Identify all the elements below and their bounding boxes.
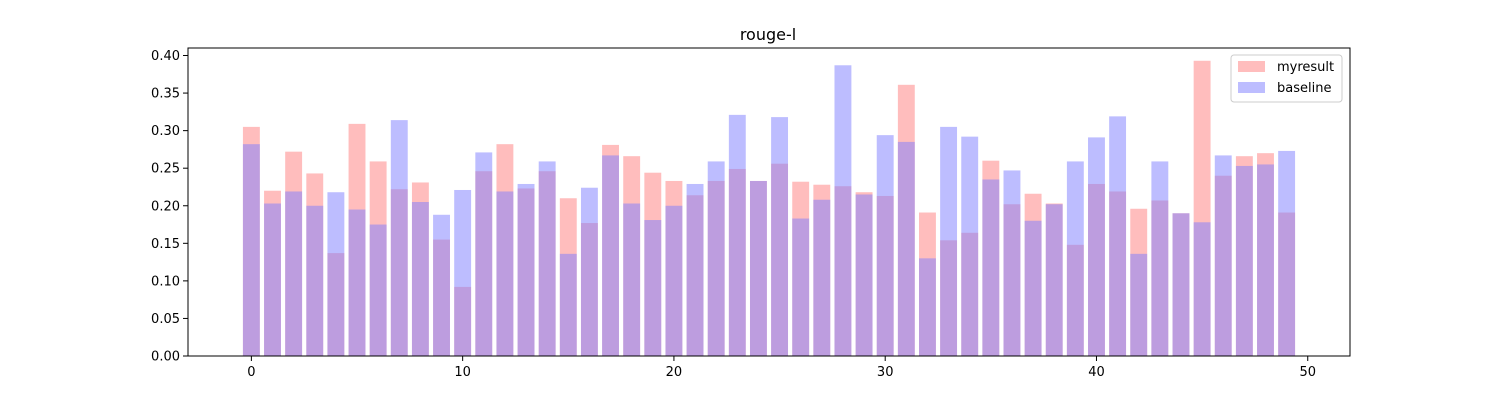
bar-baseline-27 <box>813 199 831 356</box>
y-axis: 0.00 0.05 0.10 0.15 0.20 0.25 0.30 0.35 0.40 <box>151 49 188 365</box>
bar-baseline-23 <box>728 114 746 356</box>
bar-baseline-34 <box>961 136 979 356</box>
bar-baseline-6 <box>369 224 387 356</box>
bar-baseline-30 <box>876 135 894 356</box>
bar-baseline-14 <box>538 161 556 356</box>
y-tick-label-0.15: 0.15 <box>151 237 180 252</box>
bar-baseline-24 <box>749 180 767 356</box>
bar-baseline-20 <box>665 205 683 356</box>
bar-baseline-49 <box>1278 150 1296 356</box>
bar-baseline-13 <box>517 183 535 356</box>
bar-baseline-36 <box>1003 170 1021 356</box>
bar-baseline-19 <box>644 220 662 356</box>
bar-baseline-37 <box>1024 220 1042 356</box>
bar-baseline-3 <box>306 205 324 356</box>
bar-baseline-26 <box>792 218 810 356</box>
bar-baseline-8 <box>411 202 429 356</box>
bar-baseline-11 <box>475 152 493 356</box>
y-tick-label-0.25: 0.25 <box>151 162 180 177</box>
plot-frame <box>187 47 1351 357</box>
y-tick-label-0.35: 0.35 <box>151 87 180 102</box>
bar-baseline-47 <box>1235 165 1253 356</box>
bar-baseline-9 <box>433 214 450 356</box>
legend-label-baseline: baseline <box>1277 81 1331 96</box>
bar-baseline-22 <box>707 161 725 356</box>
bar-baseline-21 <box>686 183 704 356</box>
x-tick-label-30: 30 <box>877 365 894 380</box>
bar-baseline-18 <box>623 203 641 356</box>
bar-baseline-16 <box>580 187 598 356</box>
bar-baseline-38 <box>1045 204 1063 356</box>
y-tick-label-0.00: 0.00 <box>151 350 180 365</box>
y-tick-label-0.20: 0.20 <box>151 199 180 214</box>
bar-baseline-2 <box>285 191 303 356</box>
bar-baseline-0 <box>242 144 260 356</box>
bar-baseline-15 <box>559 253 577 356</box>
bar-baseline-42 <box>1130 253 1148 356</box>
bar-baseline-33 <box>940 126 958 356</box>
bar-baseline-28 <box>834 65 852 356</box>
bar-baseline-7 <box>390 120 408 357</box>
bar-baseline-48 <box>1257 164 1274 356</box>
bar-baseline-5 <box>348 209 366 356</box>
bar-baseline-4 <box>327 192 345 356</box>
bar-baseline-17 <box>602 155 619 356</box>
bar-baseline-43 <box>1151 161 1169 356</box>
bar-baseline-45 <box>1193 222 1211 356</box>
bar-baseline-31 <box>897 141 915 356</box>
y-tick-label-0.30: 0.30 <box>151 124 180 139</box>
bars-layer <box>242 60 1296 357</box>
y-tick-label-0.05: 0.05 <box>151 312 180 327</box>
bar-baseline-44 <box>1172 213 1190 356</box>
x-axis: 0 10 20 30 40 50 <box>247 356 1316 380</box>
bar-baseline-10 <box>454 189 472 356</box>
bar-baseline-1 <box>264 203 281 356</box>
bar-baseline-39 <box>1066 161 1084 356</box>
legend-label-myresult: myresult <box>1277 60 1334 75</box>
legend: myresult baseline <box>1230 54 1343 103</box>
bar-baseline-12 <box>496 191 514 356</box>
bar-baseline-40 <box>1088 137 1105 356</box>
bar-baseline-35 <box>982 179 1000 356</box>
x-tick-label-20: 20 <box>666 365 683 380</box>
legend-swatch-myresult <box>1238 61 1265 72</box>
x-tick-label-10: 10 <box>454 365 471 380</box>
y-tick-label-0.10: 0.10 <box>151 274 180 289</box>
bar-baseline-46 <box>1214 155 1232 356</box>
bar-baseline-41 <box>1109 116 1127 356</box>
y-tick-label-0.40: 0.40 <box>151 49 180 64</box>
x-tick-label-40: 40 <box>1088 365 1105 380</box>
chart-title: rouge-l <box>740 25 796 44</box>
bar-baseline-29 <box>855 194 873 356</box>
x-tick-label-50: 50 <box>1299 365 1316 380</box>
bar-baseline-25 <box>771 117 789 356</box>
bar-baseline-32 <box>919 258 936 356</box>
legend-swatch-baseline <box>1238 82 1265 93</box>
x-tick-label-0: 0 <box>247 365 255 380</box>
